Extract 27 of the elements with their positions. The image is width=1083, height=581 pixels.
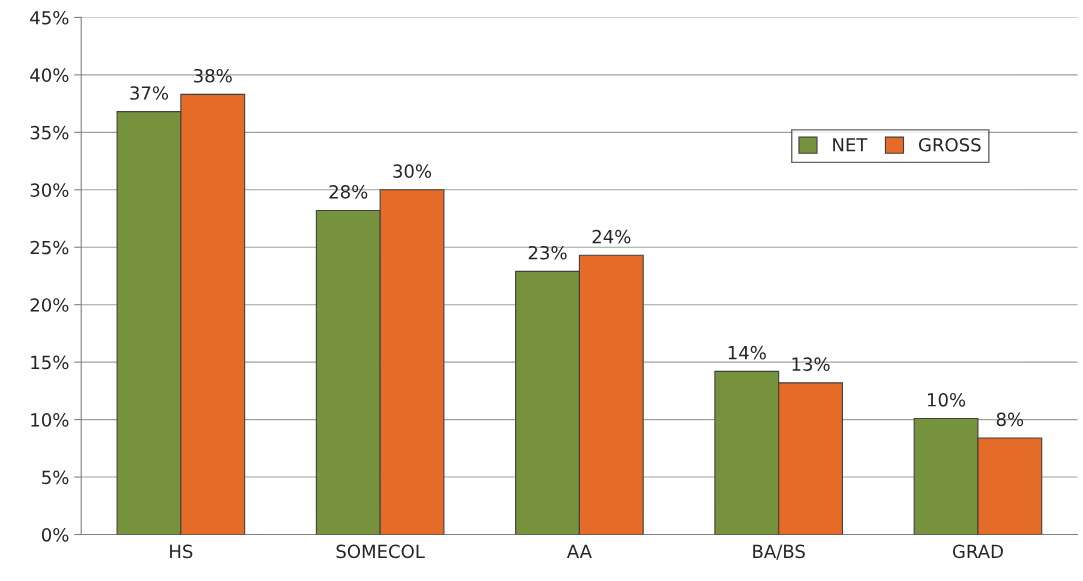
data-label: 37% (130, 86, 169, 100)
x-tick-label: GRAD (952, 544, 1003, 559)
data-label: 8% (996, 412, 1024, 427)
y-tick-label: 15% (31, 355, 69, 370)
y-tick-label: 5% (42, 470, 69, 485)
y-tick-label: 35% (30, 125, 69, 140)
x-tick-label: SOMECOL (336, 544, 425, 559)
y-tick-label: 10% (31, 413, 69, 427)
data-label: 23% (528, 245, 567, 260)
y-tick-label: 0% (41, 527, 69, 542)
y-tick-label: 20% (30, 298, 69, 312)
legend-label: GROSS (918, 137, 981, 152)
y-tick-label: 25% (30, 240, 69, 255)
data-label: 38% (194, 68, 232, 83)
x-tick-label: BA/BS (753, 544, 805, 560)
data-label: 14% (728, 345, 766, 360)
data-label: 28% (329, 184, 368, 199)
data-label: 13% (792, 357, 830, 372)
x-tick-label: HS (170, 544, 193, 559)
data-label: 30% (393, 164, 432, 178)
y-tick-label: 40% (30, 68, 69, 82)
y-tick-label: 30% (30, 183, 69, 197)
y-tick-label: 45% (30, 10, 69, 25)
data-label: 24% (592, 229, 631, 244)
x-tick-label: AA (566, 544, 592, 558)
legend-label: NET (833, 138, 868, 152)
data-label: 10% (927, 392, 966, 407)
